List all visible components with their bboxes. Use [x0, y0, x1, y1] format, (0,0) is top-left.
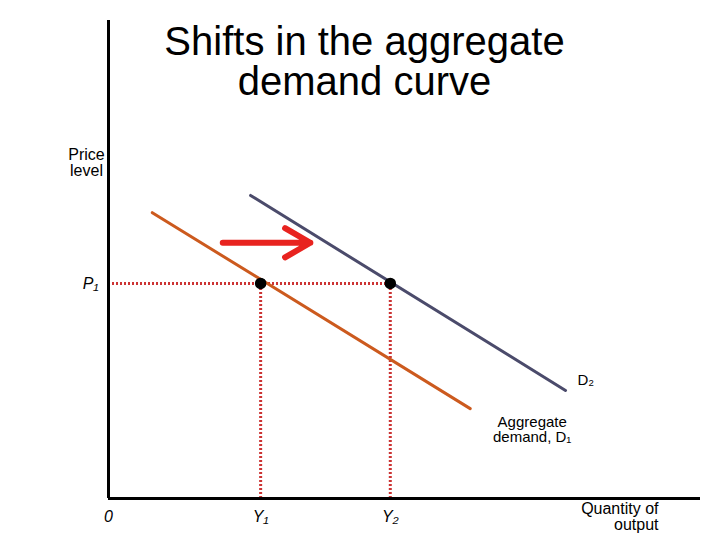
svg-text:Shifts in the aggregatedemand: Shifts in the aggregatedemand curve: [164, 19, 564, 103]
svg-text:Pricelevel: Pricelevel: [68, 146, 105, 179]
svg-text:Y₁: Y₁: [253, 508, 269, 525]
svg-text:D₂: D₂: [578, 371, 595, 388]
svg-text:0: 0: [104, 508, 113, 525]
svg-text:Aggregatedemand, D₁: Aggregatedemand, D₁: [493, 413, 571, 445]
svg-text:Quantity ofoutput: Quantity ofoutput: [581, 500, 659, 533]
svg-text:Y₂: Y₂: [382, 508, 399, 525]
svg-text:P₁: P₁: [83, 275, 99, 292]
